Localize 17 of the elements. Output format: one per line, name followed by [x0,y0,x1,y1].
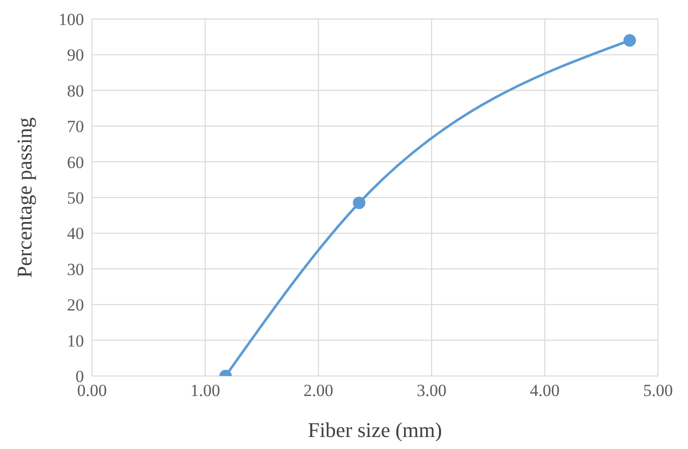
y-tick-label: 10 [67,331,84,350]
x-tick-label: 0.00 [77,381,107,400]
y-tick-label: 40 [67,224,84,244]
y-tick-label: 70 [67,117,84,136]
x-tick-label: 1.00 [190,381,220,400]
y-axis-title: Percentage passing [12,116,36,278]
y-tick-label: 90 [67,46,84,65]
y-tick-label: 60 [67,152,84,172]
x-tick-label: 4.00 [530,381,560,400]
y-tick-label: 20 [67,296,84,315]
y-tick-label: 50 [67,188,84,208]
y-tick-label: 100 [58,10,84,30]
x-tick-label: 2.00 [304,381,334,400]
y-tick-label: 80 [67,81,84,100]
x-tick-label: 5.00 [643,381,673,400]
x-tick-label: 3.00 [416,381,446,400]
y-tick-label: 30 [67,260,84,279]
